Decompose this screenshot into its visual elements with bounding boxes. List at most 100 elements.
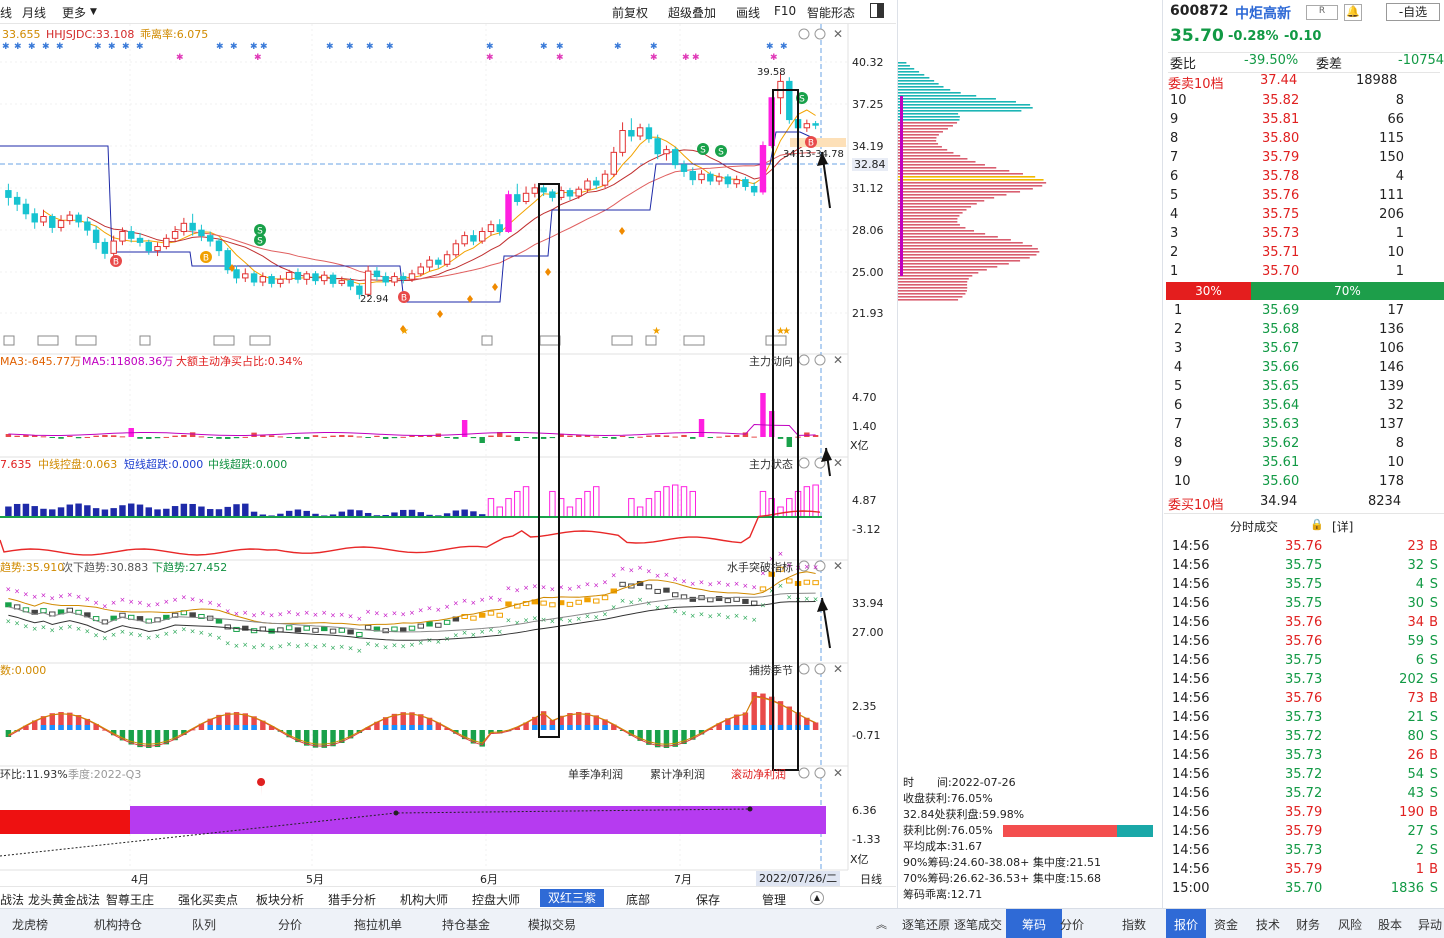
close-icon: ✕ (833, 559, 843, 573)
quote-tab[interactable]: 资金 (1214, 918, 1239, 932)
profit-btn-single[interactable]: 单季净利润 (568, 768, 623, 781)
strategy-tab[interactable]: 双红三紫 (540, 889, 605, 907)
bid-row[interactable]: 8 35.62 8 (1168, 435, 1440, 454)
toolbar-item-more[interactable]: 更多 (62, 6, 87, 20)
trend-upper-mark: × (312, 611, 318, 619)
flow-bar (716, 436, 722, 438)
buy10-label: 委买10档 (1168, 498, 1224, 513)
ask-row[interactable]: 6 35.78 4 (1168, 168, 1440, 187)
strategy-tab[interactable]: 控盘大师 (472, 893, 521, 907)
trend-candle (198, 613, 205, 619)
bid-row[interactable]: 2 35.68 136 (1168, 321, 1440, 340)
bid-row[interactable]: 7 35.63 137 (1168, 416, 1440, 435)
flow-bar (742, 432, 749, 437)
collapse-icon[interactable]: ︽ (876, 918, 887, 931)
chip-tab[interactable]: 指数 (1122, 918, 1147, 932)
ask-row[interactable]: 3 35.73 1 (1168, 225, 1440, 244)
profit-btn-cumulative[interactable]: 累计净利润 (650, 768, 705, 781)
bid-row[interactable]: 5 35.65 139 (1168, 378, 1440, 397)
add-watchlist-button[interactable]: -自选 (1386, 3, 1440, 21)
quote-tab[interactable]: 股本 (1378, 918, 1403, 932)
state-bar (154, 509, 161, 518)
bottom-tab[interactable]: 模拟交易 (528, 918, 577, 932)
flow-bar (619, 435, 626, 437)
toolbar-item-adjust[interactable]: 前复权 (612, 6, 649, 20)
bid-row[interactable]: 10 35.60 178 (1168, 473, 1440, 492)
ask-price: 35.80 (1262, 131, 1300, 146)
ticks-detail-link[interactable]: [详] (1332, 520, 1354, 534)
ask-row[interactable]: 1 35.70 1 (1168, 263, 1440, 282)
season-bar (532, 716, 538, 730)
strategy-tab[interactable]: 管理 (762, 893, 787, 907)
bid-row[interactable]: 1 35.69 17 (1168, 302, 1440, 321)
bid-row[interactable]: 4 35.66 146 (1168, 359, 1440, 378)
chip-tab[interactable]: 逐笔成交 (954, 918, 1003, 932)
scroll-up-icon[interactable]: ▲ (810, 891, 824, 905)
bid-row[interactable]: 9 35.61 10 (1168, 454, 1440, 473)
bid-volume: 136 (1379, 322, 1404, 337)
lock-icon[interactable]: 🔒 (1310, 518, 1324, 531)
chip-bar (898, 275, 973, 277)
chip-tab[interactable]: 逐笔还原 (902, 918, 951, 932)
bid-level: 2 (1174, 322, 1183, 337)
ask-row[interactable]: 2 35.71 10 (1168, 244, 1440, 263)
change-pct: -0.28% (1228, 29, 1279, 44)
candle-body (294, 271, 302, 280)
bottom-tab[interactable]: 分价 (278, 918, 303, 932)
bottom-tab[interactable]: 持仓基金 (442, 918, 491, 932)
bid-row[interactable]: 6 35.64 32 (1168, 397, 1440, 416)
bid-row[interactable]: 3 35.67 106 (1168, 340, 1440, 359)
quote-tab[interactable]: 风险 (1338, 918, 1363, 932)
strategy-tab[interactable]: 机构大师 (400, 893, 449, 907)
bottom-tab[interactable]: 龙虎榜 (12, 918, 49, 932)
ask-row[interactable]: 9 35.81 66 (1168, 111, 1440, 130)
profit-btn-rolling[interactable]: 滚动净利润 (731, 768, 786, 781)
candle-body (373, 270, 381, 278)
ask-row[interactable]: 10 35.82 8 (1168, 92, 1440, 111)
strategy-tab[interactable]: 底部 (626, 893, 651, 907)
flow-bar (602, 437, 608, 438)
strategy-tab[interactable]: 强化买卖点 (178, 893, 239, 907)
toolbar-item-f10[interactable]: F10 (774, 4, 797, 18)
strategy-tab[interactable]: 智尊王庄 (106, 893, 155, 907)
tick-time: 14:56 (1172, 710, 1210, 725)
strategy-tab[interactable]: 猎手分析 (328, 893, 377, 907)
ask-row[interactable]: 5 35.76 111 (1168, 187, 1440, 206)
strategy-tab[interactable]: 龙头黄金战法 (28, 893, 101, 907)
state-bar (663, 486, 670, 518)
chevron-down-icon[interactable]: ▼ (90, 7, 97, 17)
flow-bar (23, 435, 29, 437)
toolbar-item-week[interactable]: 线 (0, 6, 13, 20)
chip-tab[interactable]: 分价 (1060, 918, 1085, 932)
toolbar-item-month[interactable]: 月线 (22, 6, 47, 20)
panel-toggle-icon[interactable] (870, 3, 884, 18)
ask-row[interactable]: 7 35.79 150 (1168, 149, 1440, 168)
toolbar-item-overlay[interactable]: 超级叠加 (668, 6, 717, 20)
strategy-tab[interactable]: 板块分析 (256, 893, 305, 907)
toolbar-item-draw[interactable]: 画线 (736, 6, 761, 20)
chip-time-label: 时 (903, 776, 914, 789)
toolbar-item-pattern[interactable]: 智能形态 (807, 6, 856, 20)
bell-icon[interactable]: 🔔 (1344, 4, 1362, 21)
flow-bar (286, 437, 292, 438)
chip-bar (898, 299, 959, 301)
weicha-value: -10754 (1398, 53, 1444, 68)
star-icon: ✱ (56, 42, 64, 52)
strategy-tab[interactable]: 保存 (696, 893, 721, 907)
chart-toolbar: 线 月线 更多 ▼ 前复权 超级叠加 画线 F10 智能形态 (0, 0, 896, 24)
bottom-tab[interactable]: 机构持仓 (94, 918, 143, 932)
bottom-tab[interactable]: 拖拉机单 (354, 918, 403, 932)
bottom-tab[interactable]: 队列 (192, 918, 217, 932)
ask-row[interactable]: 8 35.80 115 (1168, 130, 1440, 149)
quote-tab[interactable]: 财务 (1296, 918, 1321, 932)
ask-row[interactable]: 4 35.75 206 (1168, 206, 1440, 225)
stock-name[interactable]: 中炬高新 (1235, 6, 1291, 22)
quote-tab[interactable]: 异动 (1418, 918, 1443, 932)
chip-tab[interactable]: 筹码 (1006, 909, 1063, 938)
quote-tab[interactable]: 报价 (1166, 909, 1207, 938)
strategy-tab[interactable]: 战法 (0, 893, 25, 907)
season-legend: 数:0.000 (0, 664, 47, 677)
quote-tab[interactable]: 技术 (1256, 918, 1281, 932)
flow-bar (470, 437, 477, 439)
